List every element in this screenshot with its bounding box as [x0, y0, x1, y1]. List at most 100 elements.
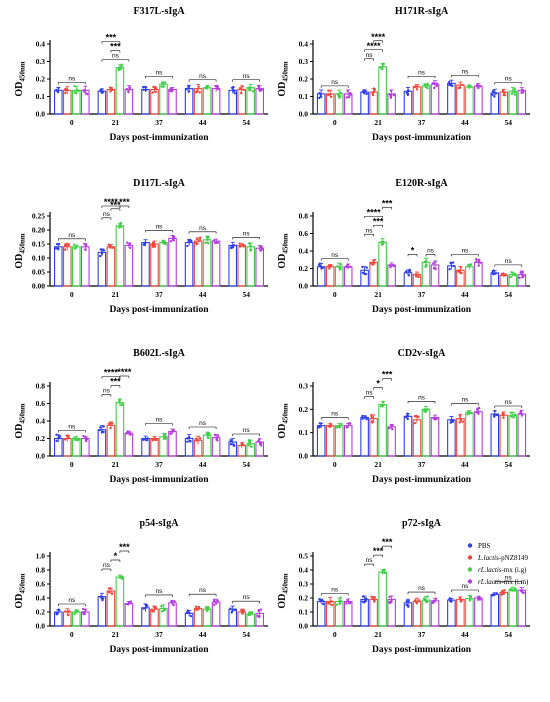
chart-title: F317L-sIgA — [133, 6, 185, 17]
data-point — [238, 245, 242, 248]
data-point — [460, 271, 463, 275]
data-point — [345, 602, 348, 605]
data-point — [117, 66, 121, 70]
x-tick-label: 44 — [199, 290, 207, 299]
data-point — [63, 248, 67, 251]
data-point — [327, 89, 330, 92]
x-tick-label: 44 — [461, 118, 469, 127]
data-point — [348, 601, 352, 605]
y-tick-label: 0.6 — [36, 580, 46, 589]
data-point — [258, 442, 262, 445]
bar — [141, 88, 150, 115]
bar — [115, 576, 125, 627]
bar — [465, 598, 474, 627]
data-point — [477, 406, 481, 410]
data-point — [503, 589, 506, 592]
significance-label: ns — [505, 575, 513, 582]
data-point — [382, 400, 385, 404]
data-point — [108, 246, 111, 249]
y-tick-label: 0.8 — [299, 212, 309, 221]
data-point — [249, 244, 252, 247]
data-point — [66, 613, 70, 616]
data-point — [519, 411, 523, 415]
bar — [72, 437, 81, 457]
y-axis-label: OD450nm — [277, 233, 290, 268]
data-point — [381, 571, 384, 574]
data-point — [425, 264, 428, 267]
data-point — [431, 601, 435, 604]
x-tick-label: 0 — [70, 460, 74, 469]
significance-label: *** — [373, 216, 384, 226]
data-point — [458, 596, 462, 599]
data-point — [55, 247, 59, 250]
data-point — [73, 612, 76, 616]
data-point — [452, 264, 455, 268]
bar — [53, 89, 63, 115]
data-point — [336, 265, 339, 268]
x-tick-label: 54 — [242, 460, 250, 469]
data-point — [389, 265, 392, 269]
data-point — [348, 95, 351, 99]
data-point — [417, 599, 421, 602]
chart-panel: p54-sIgA 0.0 0.2 0.4 0.6 0.8 1.0 OD450nm 0 21 37 44… — [14, 518, 268, 655]
chart-title: E120R-sIgA — [395, 178, 448, 189]
data-point — [120, 63, 124, 66]
data-point — [107, 591, 111, 594]
bar — [325, 425, 335, 457]
bar — [228, 244, 237, 287]
y-axis-label: OD450nm — [14, 403, 27, 438]
significance-label: *** — [110, 42, 121, 52]
chart-title: D117L-sIgA — [133, 178, 185, 189]
bar — [369, 261, 378, 287]
data-point — [242, 444, 245, 447]
y-axis-label: OD450nm — [277, 573, 290, 608]
data-point — [458, 414, 461, 418]
bar — [255, 88, 264, 115]
data-point — [160, 605, 163, 608]
data-point — [247, 611, 251, 615]
data-point — [459, 418, 463, 422]
data-point — [500, 590, 504, 593]
data-point — [151, 245, 155, 248]
data-point — [155, 438, 158, 442]
data-point — [241, 612, 245, 615]
data-point — [466, 410, 469, 413]
data-point — [520, 91, 523, 95]
y-tick-label: 0.0 — [299, 452, 309, 461]
data-point — [68, 610, 71, 613]
data-point — [172, 238, 175, 241]
data-point — [99, 595, 102, 599]
data-point — [100, 91, 103, 94]
data-point — [479, 261, 482, 264]
data-point — [390, 599, 393, 602]
data-point — [100, 252, 104, 255]
data-point — [215, 87, 219, 90]
x-tick-label: 44 — [461, 460, 469, 469]
bar — [474, 597, 483, 627]
data-point — [491, 93, 494, 96]
data-point — [372, 90, 376, 93]
data-point — [249, 248, 252, 251]
y-tick-label: 0.0 — [36, 622, 46, 631]
data-point — [513, 273, 516, 276]
data-point — [110, 592, 114, 595]
data-point — [151, 241, 155, 244]
data-point — [84, 608, 87, 612]
data-point — [424, 259, 428, 263]
data-point — [107, 422, 111, 425]
y-tick-label: 0.4 — [36, 40, 46, 49]
bar — [474, 411, 483, 457]
bar — [412, 86, 422, 115]
x-tick-label: 0 — [333, 290, 337, 299]
y-tick-label: 0.4 — [299, 247, 309, 256]
bar — [369, 598, 378, 627]
data-point — [373, 596, 376, 599]
data-point — [381, 62, 384, 66]
data-point — [477, 264, 480, 267]
data-point — [457, 270, 460, 273]
data-point — [321, 602, 325, 606]
x-tick-label: 37 — [418, 290, 426, 299]
significance-label: ns — [366, 227, 374, 234]
data-point — [142, 607, 145, 610]
bar — [106, 590, 116, 627]
